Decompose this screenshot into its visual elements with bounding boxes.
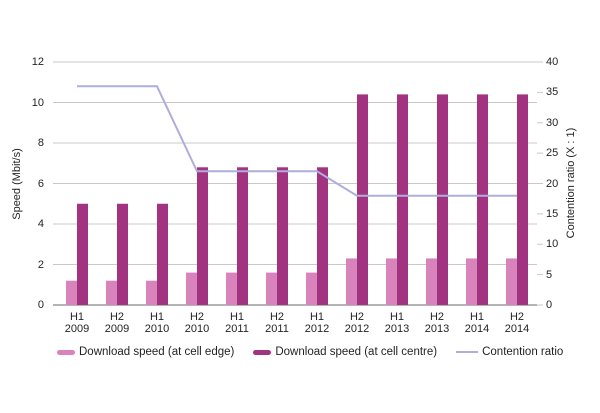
bar-cell-centre [397, 94, 408, 306]
x-category-label: H2 2009 [104, 311, 130, 335]
right-tick-label: 35 [546, 86, 559, 99]
right-tick-label: 15 [546, 207, 559, 220]
x-category-label: H2 2012 [344, 311, 370, 335]
legend-label-cell-centre: Download speed (at cell centre) [275, 346, 438, 358]
x-category-label: H2 2013 [424, 311, 450, 335]
left-tick-label: 0 [37, 299, 44, 311]
bar-cell-centre [317, 167, 328, 305]
bar-cell-edge [506, 258, 517, 305]
x-category-label: H2 2014 [504, 311, 530, 335]
left-axis-title: Speed (Mbit/s) [11, 148, 23, 220]
left-tick-label: 8 [37, 137, 44, 149]
bar-cell-edge [266, 272, 277, 305]
bar-cell-centre [197, 167, 208, 305]
bar-cell-edge [426, 258, 437, 305]
bar-cell-centre [237, 167, 248, 305]
bar-cell-centre [277, 167, 288, 305]
right-tick-label: 30 [546, 116, 559, 129]
x-category-label: H1 2013 [384, 311, 410, 335]
bar-cell-edge [306, 272, 317, 305]
right-axis-title: Contention ratio (X : 1) [565, 127, 577, 239]
x-category-label: H2 2011 [265, 311, 289, 335]
right-tick-label: 20 [546, 177, 559, 190]
bar-cell-edge [106, 280, 117, 305]
left-tick-label: 6 [37, 177, 44, 190]
bar-cell-centre [437, 94, 448, 306]
bar-cell-edge [386, 258, 397, 305]
x-category-label: H1 2012 [304, 311, 330, 335]
right-tick-label: 0 [546, 299, 553, 311]
bar-cell-edge [346, 258, 357, 305]
bar-cell-centre [77, 203, 88, 305]
legend-item-cell-centre: Download speed (at cell centre) [253, 346, 437, 358]
left-tick-label: 2 [37, 258, 44, 271]
legend-label-contention-ratio: Contention ratio [482, 346, 564, 358]
bar-cell-edge [146, 280, 157, 305]
contention-ratio-line-swatch-icon [456, 351, 479, 353]
x-category-label: H1 2011 [225, 311, 249, 335]
bar-cell-centre [157, 203, 168, 305]
cell-edge-swatch-icon [57, 349, 75, 355]
right-tick-label: 10 [546, 238, 559, 251]
x-category-label: H1 2014 [464, 311, 490, 335]
right-tick-label: 40 [546, 56, 559, 68]
bar-cell-centre [117, 203, 128, 305]
bar-cell-centre [357, 94, 368, 306]
right-tick-label: 5 [546, 268, 553, 281]
legend-item-cell-edge: Download speed (at cell edge) [57, 346, 234, 358]
left-tick-label: 10 [31, 96, 44, 109]
legend-label-cell-edge: Download speed (at cell edge) [79, 346, 235, 358]
legend: Download speed (at cell edge) Download s… [57, 346, 563, 358]
bar-cell-edge [186, 272, 197, 305]
bar-cell-edge [226, 272, 237, 305]
bar-cell-edge [466, 258, 477, 305]
x-category-label: H2 2010 [184, 311, 210, 335]
right-tick-label: 25 [546, 147, 559, 160]
bar-cell-edge [66, 280, 77, 305]
x-category-label: H1 2009 [64, 311, 90, 335]
contention-ratio-line [77, 85, 517, 197]
cell-centre-swatch-icon [253, 349, 272, 355]
x-category-label: H1 2010 [144, 311, 170, 335]
bar-cell-centre [477, 94, 488, 306]
legend-item-contention-ratio: Contention ratio [456, 346, 563, 358]
left-tick-label: 4 [37, 218, 44, 230]
left-tick-label: 12 [31, 56, 44, 68]
bar-cell-centre [517, 94, 528, 306]
